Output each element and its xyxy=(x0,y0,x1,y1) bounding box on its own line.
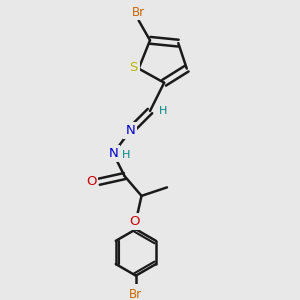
Text: N: N xyxy=(125,124,135,137)
Text: H: H xyxy=(158,106,167,116)
Text: S: S xyxy=(129,61,138,74)
Text: Br: Br xyxy=(132,5,145,19)
Text: H: H xyxy=(122,150,130,160)
Text: N: N xyxy=(108,147,118,160)
Text: O: O xyxy=(86,175,96,188)
Text: Br: Br xyxy=(129,288,142,300)
Text: O: O xyxy=(129,215,140,228)
